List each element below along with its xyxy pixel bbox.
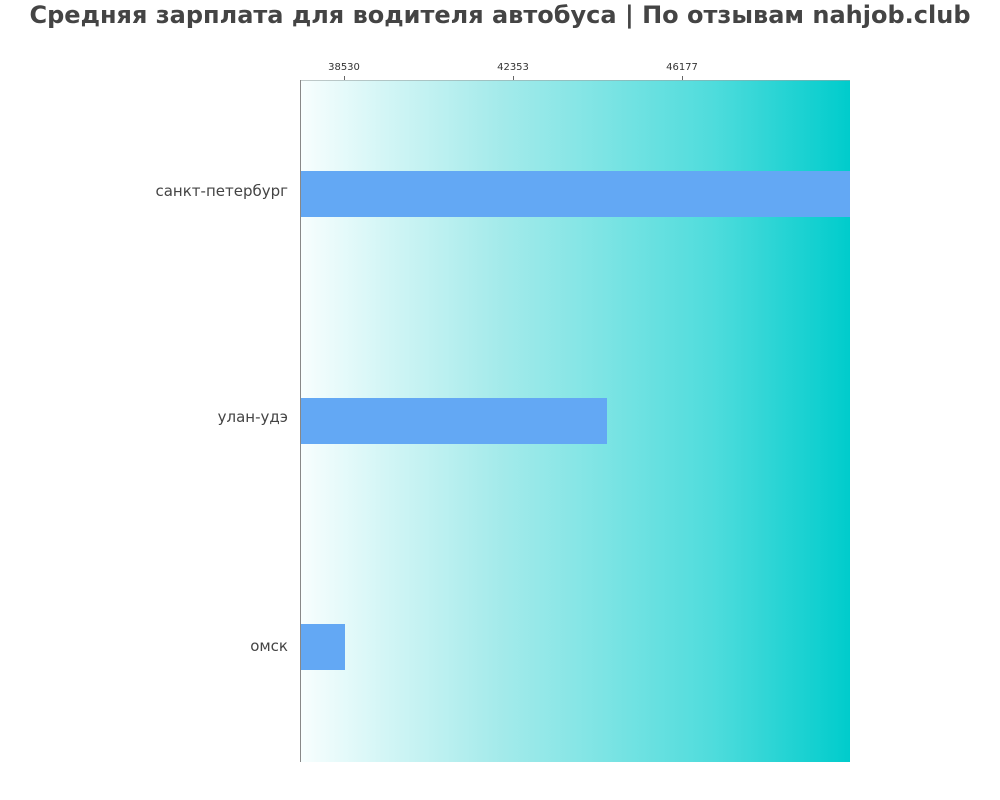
x-tick-mark <box>513 76 514 80</box>
chart-title: Средняя зарплата для водителя автобуса |… <box>29 1 971 29</box>
x-tick-label: 42353 <box>497 62 529 73</box>
category-label-omsk: омск <box>250 637 288 655</box>
x-tick-label: 46177 <box>666 62 698 73</box>
bar-sankt-peterburg <box>301 171 850 217</box>
category-label-sankt-peterburg: санкт-петербург <box>155 182 288 200</box>
bar-omsk <box>301 624 345 670</box>
y-axis-line <box>300 80 301 762</box>
x-tick-mark <box>344 76 345 80</box>
category-label-ulan-ude: улан-удэ <box>217 408 288 426</box>
x-tick-mark <box>682 76 683 80</box>
bar-ulan-ude <box>301 398 607 444</box>
x-tick-label: 38530 <box>328 62 360 73</box>
x-axis-line <box>300 80 850 81</box>
